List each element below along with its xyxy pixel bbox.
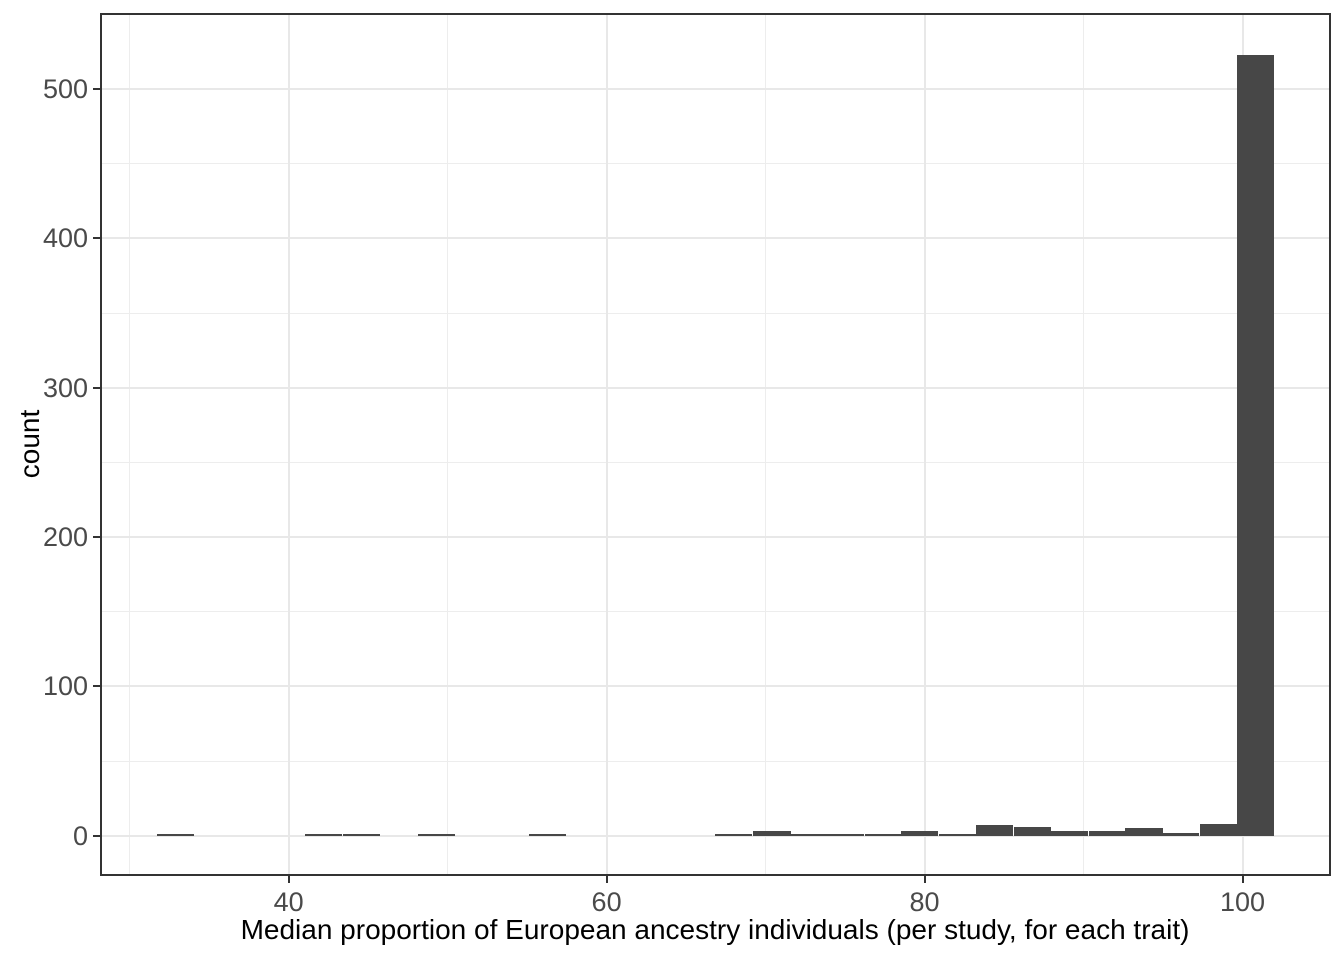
x-axis-title: Median proportion of European ancestry i… (240, 914, 1190, 945)
histogram-bar (1050, 831, 1088, 836)
histogram-bar (1200, 823, 1238, 836)
x-tick-mark (923, 876, 926, 883)
x-tick-mark (605, 876, 608, 883)
gridline-minor-x (447, 14, 449, 875)
y-tick-mark (93, 386, 100, 389)
y-tick-label: 400 (42, 223, 88, 254)
histogram-bar (715, 834, 753, 836)
histogram-bar (864, 834, 902, 836)
x-tick-label: 80 (909, 887, 940, 917)
histogram-bar (753, 831, 791, 836)
gridline-minor-x (129, 14, 131, 875)
histogram-bar (939, 834, 977, 836)
histogram-bar (901, 831, 939, 836)
y-tick-mark (93, 237, 100, 240)
histogram-bar (1014, 826, 1052, 836)
y-tick-label: 200 (42, 522, 88, 553)
gridline-major-y (101, 88, 1330, 91)
y-tick-label: 0 (72, 820, 88, 851)
histogram-bar (1088, 831, 1126, 836)
y-tick-label: 500 (42, 74, 88, 105)
y-tick-mark (93, 834, 100, 837)
y-tick-mark (93, 88, 100, 91)
gridline-minor-y (101, 312, 1330, 314)
x-tick-label: 60 (591, 887, 622, 917)
histogram-bar (975, 825, 1014, 836)
gridline-minor-y (101, 760, 1330, 762)
gridline-minor-y (101, 163, 1330, 165)
y-axis-title: count (14, 409, 45, 479)
gridline-minor-y (101, 461, 1330, 463)
x-tick-label: 100 (1220, 887, 1266, 917)
y-tick-mark (93, 536, 100, 539)
histogram-bar (343, 834, 381, 836)
histogram-bar (417, 834, 456, 836)
y-tick-mark (93, 685, 100, 688)
gridline-minor-x (1083, 14, 1085, 875)
histogram-bar (1236, 54, 1274, 836)
histogram-bar (529, 834, 567, 836)
gridline-major-y (101, 685, 1330, 688)
histogram-bar (1161, 832, 1200, 836)
histogram-bar (304, 834, 343, 836)
gridline-minor-y (101, 611, 1330, 613)
panel-border (100, 13, 1331, 876)
gridline-major-x (605, 14, 608, 875)
gridline-major-x (287, 14, 290, 875)
histogram-bar (157, 834, 195, 836)
gridline-major-y (101, 536, 1330, 539)
y-tick-label: 300 (42, 372, 88, 403)
gridline-minor-x (765, 14, 767, 875)
gridline-major-y (101, 386, 1330, 389)
y-tick-label: 100 (42, 671, 88, 702)
x-tick-mark (287, 876, 290, 883)
x-tick-label: 40 (273, 887, 304, 917)
histogram-bar (826, 834, 864, 836)
gridline-major-x (923, 14, 926, 875)
x-tick-mark (1241, 876, 1244, 883)
histogram-bar (789, 834, 828, 836)
histogram-bar (1125, 828, 1163, 836)
gridline-major-y (101, 237, 1330, 240)
